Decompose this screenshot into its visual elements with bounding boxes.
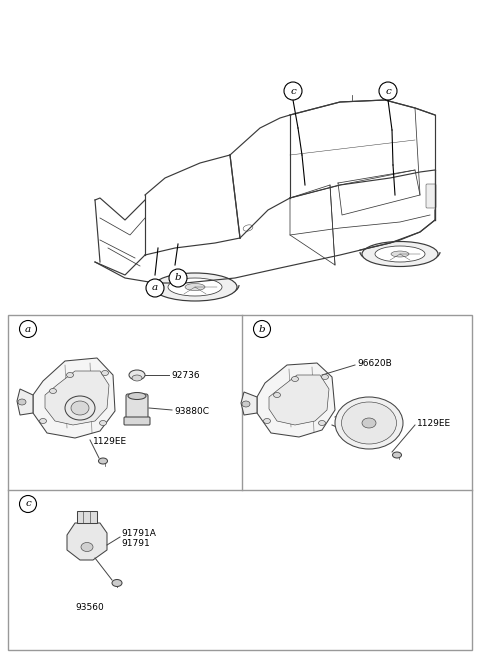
Polygon shape [45,371,109,425]
Ellipse shape [341,402,396,444]
Ellipse shape [98,458,108,464]
Ellipse shape [362,418,376,428]
Ellipse shape [393,452,401,458]
Polygon shape [77,511,97,523]
Text: c: c [385,87,391,96]
Ellipse shape [71,401,89,415]
Ellipse shape [168,278,222,296]
Polygon shape [241,392,257,415]
Ellipse shape [242,401,250,407]
Ellipse shape [101,371,108,375]
Ellipse shape [185,283,205,291]
Ellipse shape [81,543,93,552]
Ellipse shape [129,370,145,380]
Ellipse shape [264,419,271,424]
Text: b: b [259,325,265,333]
Circle shape [284,82,302,100]
Polygon shape [257,363,335,437]
Text: 91791A: 91791A [121,529,156,537]
Ellipse shape [49,388,57,394]
Ellipse shape [39,419,47,424]
Text: 93880C: 93880C [174,407,209,415]
Polygon shape [269,375,329,425]
Ellipse shape [375,246,425,262]
Text: 1129EE: 1129EE [417,419,451,428]
Circle shape [20,495,36,512]
Ellipse shape [319,420,325,426]
Ellipse shape [274,392,280,398]
FancyBboxPatch shape [126,394,148,422]
Circle shape [379,82,397,100]
Circle shape [146,279,164,297]
Ellipse shape [322,375,328,380]
Ellipse shape [132,375,142,381]
Polygon shape [17,389,33,415]
Ellipse shape [391,251,409,257]
Polygon shape [67,523,107,560]
Text: c: c [290,87,296,96]
Text: 96620B: 96620B [357,359,392,369]
Text: b: b [175,274,181,283]
Circle shape [253,321,271,337]
Text: c: c [25,499,31,508]
Text: 1129EE: 1129EE [93,438,127,447]
Ellipse shape [362,241,438,266]
Ellipse shape [67,373,73,377]
Text: 93560: 93560 [76,602,104,611]
Text: a: a [25,325,31,333]
Ellipse shape [335,397,403,449]
Ellipse shape [243,225,253,231]
Ellipse shape [18,399,26,405]
Ellipse shape [112,579,122,586]
FancyBboxPatch shape [124,417,150,425]
Ellipse shape [153,273,237,301]
Ellipse shape [65,396,95,420]
Text: a: a [152,283,158,293]
Ellipse shape [99,420,107,426]
Circle shape [20,321,36,337]
Circle shape [169,269,187,287]
Ellipse shape [128,392,146,400]
Ellipse shape [291,377,299,382]
Text: 91791: 91791 [121,539,150,548]
Text: 92736: 92736 [171,371,200,380]
FancyBboxPatch shape [426,184,436,208]
Polygon shape [33,358,115,438]
